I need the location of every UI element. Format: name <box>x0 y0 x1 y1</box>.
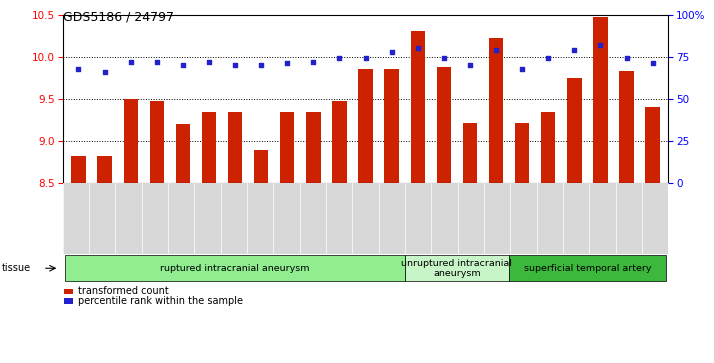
Point <box>647 61 658 66</box>
Bar <box>280 111 294 183</box>
FancyBboxPatch shape <box>66 255 405 281</box>
Bar <box>64 298 73 304</box>
Bar <box>489 38 503 183</box>
Bar <box>541 111 555 183</box>
Text: unruptured intracranial
aneurysm: unruptured intracranial aneurysm <box>401 258 513 278</box>
Point <box>568 47 580 53</box>
Point <box>595 42 606 48</box>
Bar <box>463 123 477 183</box>
Bar <box>63 183 668 254</box>
Point <box>151 59 163 65</box>
Bar <box>332 101 347 183</box>
Point <box>177 62 188 68</box>
Bar <box>619 71 634 183</box>
Bar <box>64 289 73 294</box>
Bar <box>384 69 399 183</box>
Bar <box>411 31 425 183</box>
Text: GDS5186 / 24797: GDS5186 / 24797 <box>63 11 174 24</box>
Bar <box>358 69 373 183</box>
Bar <box>202 111 216 183</box>
Bar <box>176 124 190 183</box>
Point <box>308 59 319 65</box>
Point <box>203 59 215 65</box>
Point <box>281 61 293 66</box>
Bar <box>515 123 529 183</box>
Text: percentile rank within the sample: percentile rank within the sample <box>78 296 243 306</box>
Point <box>99 69 110 75</box>
Point <box>412 45 423 51</box>
Point <box>438 56 450 61</box>
Point <box>360 56 371 61</box>
Point <box>386 49 398 54</box>
Bar <box>150 101 164 183</box>
Point <box>464 62 476 68</box>
Bar <box>437 67 451 183</box>
Point <box>229 62 241 68</box>
FancyBboxPatch shape <box>509 255 665 281</box>
Point <box>516 66 528 72</box>
Bar <box>228 111 242 183</box>
Point <box>125 59 136 65</box>
Bar <box>124 99 138 183</box>
Bar <box>593 17 608 183</box>
Text: superficial temporal artery: superficial temporal artery <box>523 264 651 273</box>
Bar <box>97 156 112 183</box>
Point <box>333 56 345 61</box>
FancyBboxPatch shape <box>405 255 509 281</box>
Point <box>543 56 554 61</box>
Point <box>491 47 502 53</box>
Bar <box>71 156 86 183</box>
Bar <box>306 111 321 183</box>
Text: ruptured intracranial aneurysm: ruptured intracranial aneurysm <box>161 264 310 273</box>
Point <box>73 66 84 72</box>
Point <box>621 56 633 61</box>
Bar <box>254 150 268 183</box>
Text: transformed count: transformed count <box>78 286 169 297</box>
Text: tissue: tissue <box>1 263 31 273</box>
Point <box>256 62 267 68</box>
Bar <box>645 107 660 183</box>
Bar <box>567 78 581 183</box>
